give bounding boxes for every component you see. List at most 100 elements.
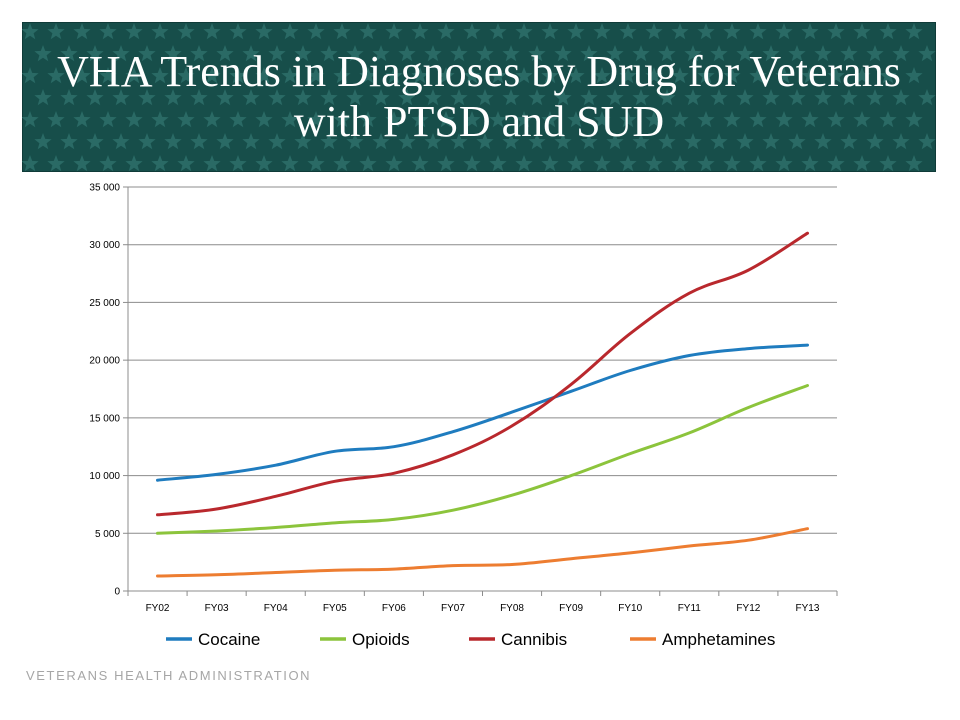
- star-icon: [671, 23, 689, 40]
- star-icon: [60, 133, 78, 150]
- star-icon: [502, 45, 520, 62]
- x-tick-label: FY03: [205, 603, 229, 614]
- star-icon: [385, 155, 403, 172]
- star-icon: [541, 67, 559, 84]
- star-icon: [684, 133, 702, 150]
- star-icon: [710, 45, 728, 62]
- star-icon: [905, 67, 923, 84]
- star-icon: [281, 155, 299, 172]
- star-icon: [723, 67, 741, 84]
- x-tick-label: FY09: [559, 603, 583, 614]
- star-icon: [463, 23, 481, 40]
- star-icon: [242, 89, 260, 106]
- star-icon: [645, 155, 663, 172]
- star-icon: [372, 133, 390, 150]
- star-icon: [307, 23, 325, 40]
- star-icon: [840, 133, 858, 150]
- star-icon: [606, 133, 624, 150]
- star-icon: [398, 45, 416, 62]
- star-icon: [853, 155, 871, 172]
- star-icon: [437, 155, 455, 172]
- x-tick-label: FY06: [382, 603, 406, 614]
- star-icon: [177, 23, 195, 40]
- star-icon: [333, 155, 351, 172]
- star-icon: [905, 23, 923, 40]
- star-icon: [359, 111, 377, 128]
- star-icon: [853, 67, 871, 84]
- star-icon: [307, 155, 325, 172]
- star-icon: [125, 111, 143, 128]
- star-icon: [775, 155, 793, 172]
- series-line-opioids: [156, 384, 809, 535]
- star-icon: [671, 111, 689, 128]
- star-icon: [723, 23, 741, 40]
- star-icon: [814, 133, 832, 150]
- legend-label-cocaine: Cocaine: [198, 630, 260, 649]
- star-icon: [762, 89, 780, 106]
- star-icon: [411, 23, 429, 40]
- star-icon: [151, 23, 169, 40]
- star-icon: [801, 67, 819, 84]
- star-icon: [229, 23, 247, 40]
- star-icon: [489, 155, 507, 172]
- star-icon: [125, 23, 143, 40]
- star-icon: [528, 133, 546, 150]
- star-icon: [255, 155, 273, 172]
- star-icon: [86, 45, 104, 62]
- star-icon: [190, 89, 208, 106]
- star-icon: [372, 45, 390, 62]
- star-icon: [294, 89, 312, 106]
- star-icon: [125, 67, 143, 84]
- star-icon: [60, 89, 78, 106]
- star-icon: [177, 111, 195, 128]
- star-icon: [294, 133, 312, 150]
- star-icon: [697, 155, 715, 172]
- star-icon: [866, 89, 884, 106]
- star-icon: [112, 133, 130, 150]
- star-icon: [190, 45, 208, 62]
- star-icon: [242, 133, 260, 150]
- star-icon: [138, 133, 156, 150]
- star-icon: [22, 67, 39, 84]
- star-icon: [905, 155, 923, 172]
- star-icon: [411, 111, 429, 128]
- star-icon: [658, 45, 676, 62]
- star-icon: [554, 89, 572, 106]
- star-icon: [749, 67, 767, 84]
- star-icon: [190, 133, 208, 150]
- star-icon: [22, 155, 39, 172]
- star-icon: [801, 111, 819, 128]
- footer-org-name: VETERANS HEALTH ADMINISTRATION: [26, 668, 312, 683]
- star-icon: [411, 67, 429, 84]
- star-icon: [554, 45, 572, 62]
- star-icon: [216, 45, 234, 62]
- star-icon: [619, 23, 637, 40]
- star-icon: [489, 23, 507, 40]
- y-tick-label: 5 000: [95, 529, 120, 540]
- star-icon: [528, 45, 546, 62]
- star-icon: [320, 133, 338, 150]
- star-icon: [424, 89, 442, 106]
- star-icon: [879, 155, 897, 172]
- star-icon: [34, 89, 52, 106]
- star-icon: [619, 67, 637, 84]
- star-icon: [710, 133, 728, 150]
- star-icon: [268, 133, 286, 150]
- star-icon: [255, 23, 273, 40]
- y-tick-label: 25 000: [89, 298, 120, 309]
- star-icon: [489, 111, 507, 128]
- star-icon: [320, 89, 338, 106]
- star-icon: [450, 89, 468, 106]
- star-icon: [86, 89, 104, 106]
- star-icon: [762, 45, 780, 62]
- star-icon: [918, 45, 936, 62]
- star-icon: [333, 111, 351, 128]
- star-icon: [567, 155, 585, 172]
- star-icon: [892, 45, 910, 62]
- star-icon: [541, 111, 559, 128]
- star-icon: [99, 67, 117, 84]
- star-icon: [307, 111, 325, 128]
- star-icon: [47, 67, 65, 84]
- x-tick-label: FY05: [323, 603, 347, 614]
- star-icon: [801, 23, 819, 40]
